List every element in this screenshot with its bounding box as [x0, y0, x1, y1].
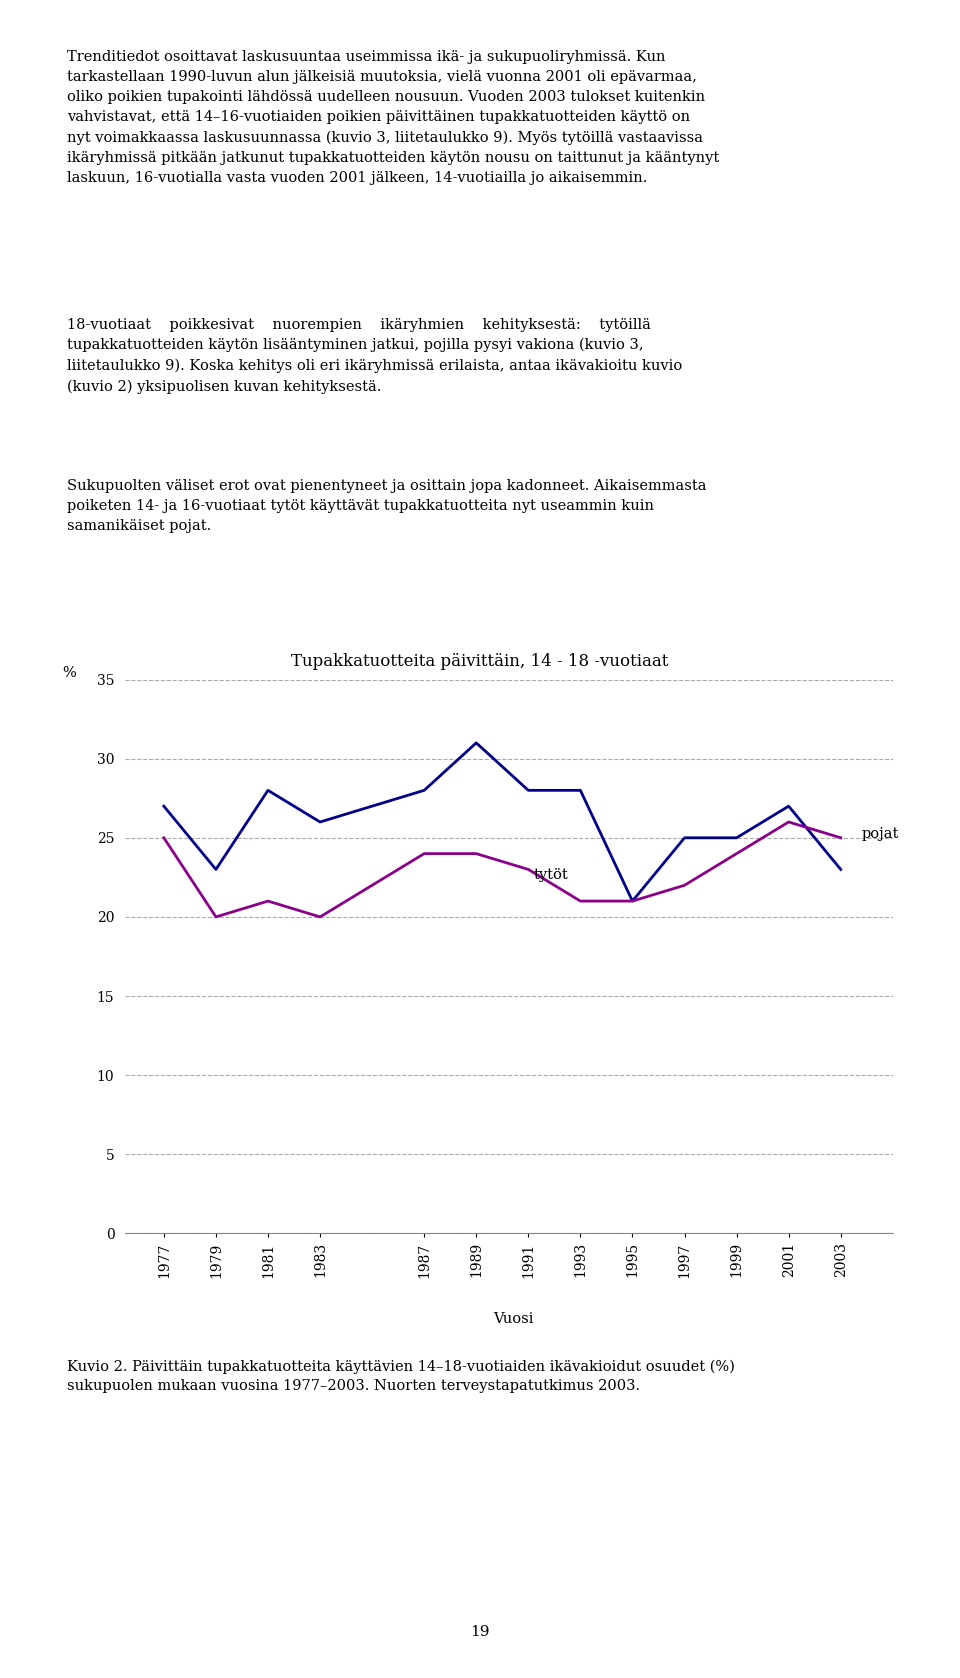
Text: tytöt: tytöt: [534, 868, 568, 883]
Text: Sukupuolten väliset erot ovat pienentyneet ja osittain jopa kadonneet. Aikaisemm: Sukupuolten väliset erot ovat pienentyne…: [67, 480, 707, 534]
Text: Vuosi: Vuosi: [493, 1312, 534, 1326]
Text: Trenditiedot osoittavat laskusuuntaa useimmissa ikä- ja sukupuoliryhmissä. Kun
t: Trenditiedot osoittavat laskusuuntaa use…: [67, 50, 719, 185]
Text: Tupakkatuotteita päivittäin, 14 - 18 -vuotiaat: Tupakkatuotteita päivittäin, 14 - 18 -vu…: [291, 653, 669, 670]
Text: pojat: pojat: [861, 827, 899, 841]
Text: 19: 19: [470, 1624, 490, 1639]
Text: %: %: [62, 666, 76, 680]
Text: Kuvio 2. Päivittäin tupakkatuotteita käyttävien 14–18-vuotiaiden ikävakioidut os: Kuvio 2. Päivittäin tupakkatuotteita käy…: [67, 1359, 735, 1393]
Text: 18-vuotiaat    poikkesivat    nuorempien    ikäryhmien    kehityksestä:    tytöi: 18-vuotiaat poikkesivat nuorempien ikäry…: [67, 317, 683, 394]
